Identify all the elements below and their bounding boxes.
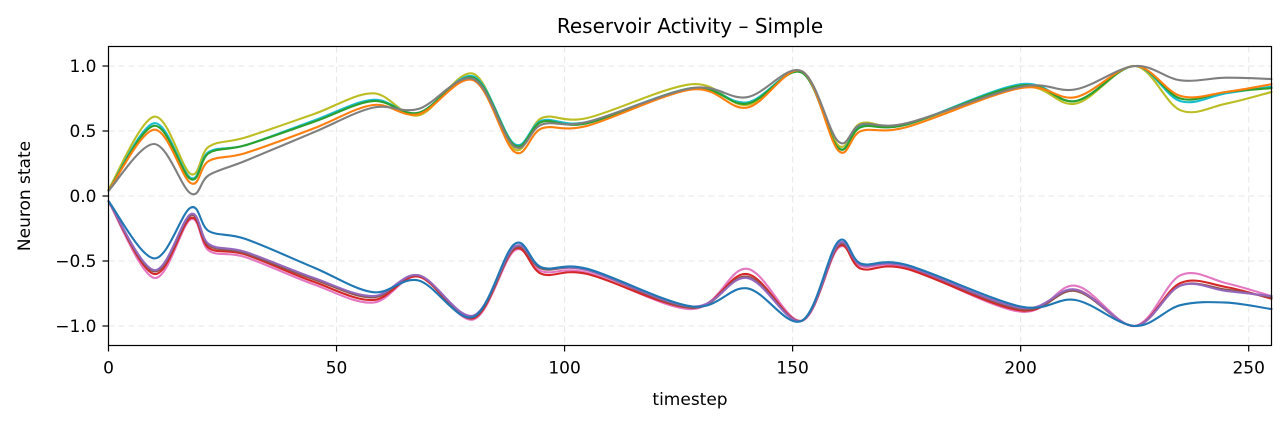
y-tick-label: −0.5	[55, 252, 96, 272]
y-axis: 1.0 0.5 0.0 −0.5 −1.0	[55, 57, 109, 337]
x-axis-label: timestep	[652, 390, 727, 410]
grid	[108, 46, 1272, 346]
y-tick-label: 0.5	[69, 122, 96, 142]
y-tick-label: −1.0	[55, 317, 96, 337]
series-line-9	[107, 200, 1273, 328]
series-line-10	[107, 200, 1273, 328]
series-line-4	[107, 64, 1273, 192]
series-line-1	[107, 64, 1273, 191]
series-line-5	[107, 64, 1273, 196]
x-tick-label: 50	[326, 359, 348, 379]
x-tick-label: 100	[548, 359, 580, 379]
x-tick-label: 150	[776, 359, 808, 379]
x-tick-label: 200	[1004, 359, 1036, 379]
x-tick-label: 250	[1232, 359, 1264, 379]
y-axis-label: Neuron state	[15, 141, 35, 251]
y-tick-label: 0.0	[69, 187, 96, 207]
x-axis: 0 50 100 150 200 250	[103, 345, 1265, 379]
y-tick-label: 1.0	[69, 57, 96, 77]
x-tick-label: 0	[103, 359, 114, 379]
series-group	[107, 64, 1273, 328]
chart-title: Reservoir Activity – Simple	[557, 14, 823, 38]
